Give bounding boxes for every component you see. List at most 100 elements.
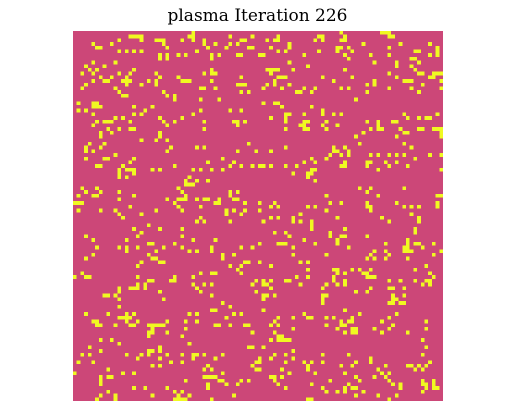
live-cell: [439, 86, 443, 91]
live-cell: [380, 216, 384, 220]
live-cell: [250, 282, 255, 287]
live-cell: [369, 186, 373, 191]
live-cell: [165, 319, 170, 324]
live-cell: [143, 386, 147, 390]
live-cell: [324, 253, 329, 257]
live-cell: [369, 356, 373, 361]
live-cell: [235, 382, 240, 387]
live-cell: [95, 323, 99, 327]
live-cell: [354, 375, 358, 379]
live-cell: [406, 130, 410, 135]
live-cell: [143, 286, 147, 290]
live-cell: [324, 389, 329, 394]
live-cell: [184, 327, 188, 331]
live-cell: [176, 393, 181, 398]
live-cell: [113, 393, 118, 398]
live-cell: [372, 249, 377, 253]
live-cell: [117, 297, 122, 302]
live-cell: [180, 227, 184, 231]
live-cell: [158, 116, 162, 120]
live-cell: [291, 171, 295, 176]
live-cell: [272, 330, 277, 335]
live-cell: [139, 112, 144, 117]
live-cell: [276, 216, 281, 220]
live-cell: [269, 149, 273, 154]
live-cell: [328, 378, 332, 383]
live-cell: [213, 42, 218, 46]
live-cell: [135, 234, 140, 239]
live-cell: [365, 234, 369, 239]
live-cell: [254, 360, 258, 364]
live-cell: [365, 160, 369, 165]
live-cell: [232, 253, 236, 257]
live-cell: [357, 267, 362, 272]
live-cell: [98, 130, 103, 135]
live-cell: [420, 282, 425, 287]
live-cell: [339, 31, 344, 35]
live-cell: [409, 79, 414, 83]
live-cell: [180, 234, 184, 239]
live-cell: [243, 38, 247, 43]
live-cell: [158, 56, 162, 61]
live-cell: [335, 267, 340, 272]
live-cell: [180, 197, 184, 202]
live-cell: [191, 167, 196, 172]
live-cell: [135, 275, 140, 279]
live-cell: [158, 38, 162, 43]
live-cell: [243, 208, 247, 213]
live-cell: [269, 278, 273, 283]
live-cell: [106, 119, 110, 124]
live-cell: [258, 367, 262, 372]
live-cell: [394, 119, 399, 124]
live-cell: [209, 56, 214, 61]
live-cell: [147, 241, 151, 246]
live-cell: [365, 256, 369, 261]
live-cell: [184, 397, 188, 401]
live-cell: [287, 371, 292, 376]
live-cell: [387, 71, 392, 76]
live-cell: [306, 315, 310, 320]
live-cell: [139, 82, 144, 87]
live-cell: [365, 290, 369, 294]
live-cell: [124, 319, 129, 324]
live-cell: [202, 145, 207, 150]
live-cell: [361, 271, 366, 276]
live-cell: [424, 327, 429, 331]
live-cell: [332, 315, 336, 320]
live-cell: [343, 53, 347, 57]
live-cell: [147, 253, 151, 257]
live-cell: [406, 238, 410, 242]
live-cell: [302, 160, 307, 165]
live-cell: [350, 267, 355, 272]
live-cell: [95, 45, 99, 50]
live-cell: [206, 45, 210, 50]
live-cell: [339, 319, 344, 324]
live-cell: [124, 175, 129, 179]
live-cell: [128, 286, 133, 290]
live-cell: [309, 315, 314, 320]
live-cell: [76, 360, 81, 364]
live-cell: [343, 38, 347, 43]
live-cell: [413, 227, 418, 231]
live-cell: [147, 278, 151, 283]
live-cell: [172, 201, 177, 205]
live-cell: [398, 42, 403, 46]
live-cell: [383, 249, 388, 253]
live-cell: [154, 208, 159, 213]
live-cell: [91, 238, 96, 242]
live-cell: [269, 356, 273, 361]
live-cell: [269, 71, 273, 76]
live-cell: [239, 164, 244, 168]
live-cell: [187, 393, 192, 398]
live-cell: [272, 319, 277, 324]
live-cell: [287, 45, 292, 50]
live-cell: [387, 278, 392, 283]
live-cell: [287, 82, 292, 87]
live-cell: [417, 241, 421, 246]
live-cell: [95, 319, 99, 324]
live-cell: [195, 145, 199, 150]
live-cell: [435, 127, 440, 131]
live-cell: [124, 75, 129, 80]
live-cell: [95, 119, 99, 124]
live-cell: [269, 216, 273, 220]
